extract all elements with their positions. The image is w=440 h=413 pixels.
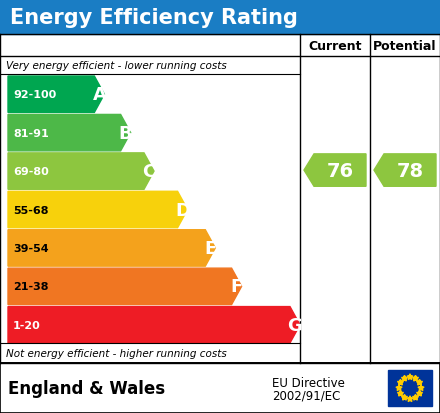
- Polygon shape: [412, 394, 418, 400]
- Polygon shape: [8, 307, 300, 343]
- Polygon shape: [304, 154, 366, 187]
- Text: 2002/91/EC: 2002/91/EC: [272, 389, 341, 401]
- Polygon shape: [397, 380, 403, 385]
- Text: E: E: [204, 240, 216, 257]
- Polygon shape: [401, 394, 407, 400]
- Text: Not energy efficient - higher running costs: Not energy efficient - higher running co…: [6, 348, 227, 358]
- Text: England & Wales: England & Wales: [8, 379, 165, 397]
- Polygon shape: [412, 375, 418, 381]
- Polygon shape: [8, 115, 131, 152]
- Bar: [388, 370, 432, 406]
- Text: Current: Current: [308, 39, 362, 52]
- Polygon shape: [417, 390, 422, 396]
- Polygon shape: [8, 192, 187, 228]
- Polygon shape: [396, 385, 402, 391]
- Text: 76: 76: [326, 161, 354, 180]
- Text: 81-91: 81-91: [13, 128, 49, 138]
- Text: Very energy efficient - lower running costs: Very energy efficient - lower running co…: [6, 61, 227, 71]
- Text: F: F: [231, 278, 243, 296]
- Polygon shape: [407, 396, 413, 401]
- Polygon shape: [8, 154, 154, 190]
- Polygon shape: [417, 380, 422, 385]
- Text: G: G: [288, 316, 302, 334]
- Text: EU Directive: EU Directive: [272, 377, 345, 389]
- Polygon shape: [8, 230, 215, 266]
- Text: 78: 78: [396, 161, 424, 180]
- Text: Potential: Potential: [373, 39, 437, 52]
- Polygon shape: [401, 375, 407, 381]
- Text: 21-38: 21-38: [13, 282, 48, 292]
- Polygon shape: [8, 77, 104, 113]
- Text: 92-100: 92-100: [13, 90, 56, 100]
- Polygon shape: [397, 390, 403, 396]
- Text: Energy Efficiency Rating: Energy Efficiency Rating: [10, 7, 298, 27]
- Polygon shape: [8, 268, 242, 305]
- Bar: [0, 363, 440, 413]
- Text: B: B: [119, 124, 132, 142]
- Text: 39-54: 39-54: [13, 243, 49, 253]
- Text: 69-80: 69-80: [13, 167, 49, 177]
- Text: A: A: [92, 86, 106, 104]
- Text: D: D: [175, 201, 190, 219]
- Text: 55-68: 55-68: [13, 205, 48, 215]
- Polygon shape: [407, 374, 413, 380]
- Text: 1-20: 1-20: [13, 320, 41, 330]
- Polygon shape: [374, 154, 436, 187]
- Bar: [0, 0, 440, 35]
- Polygon shape: [418, 385, 424, 391]
- Text: C: C: [143, 163, 156, 180]
